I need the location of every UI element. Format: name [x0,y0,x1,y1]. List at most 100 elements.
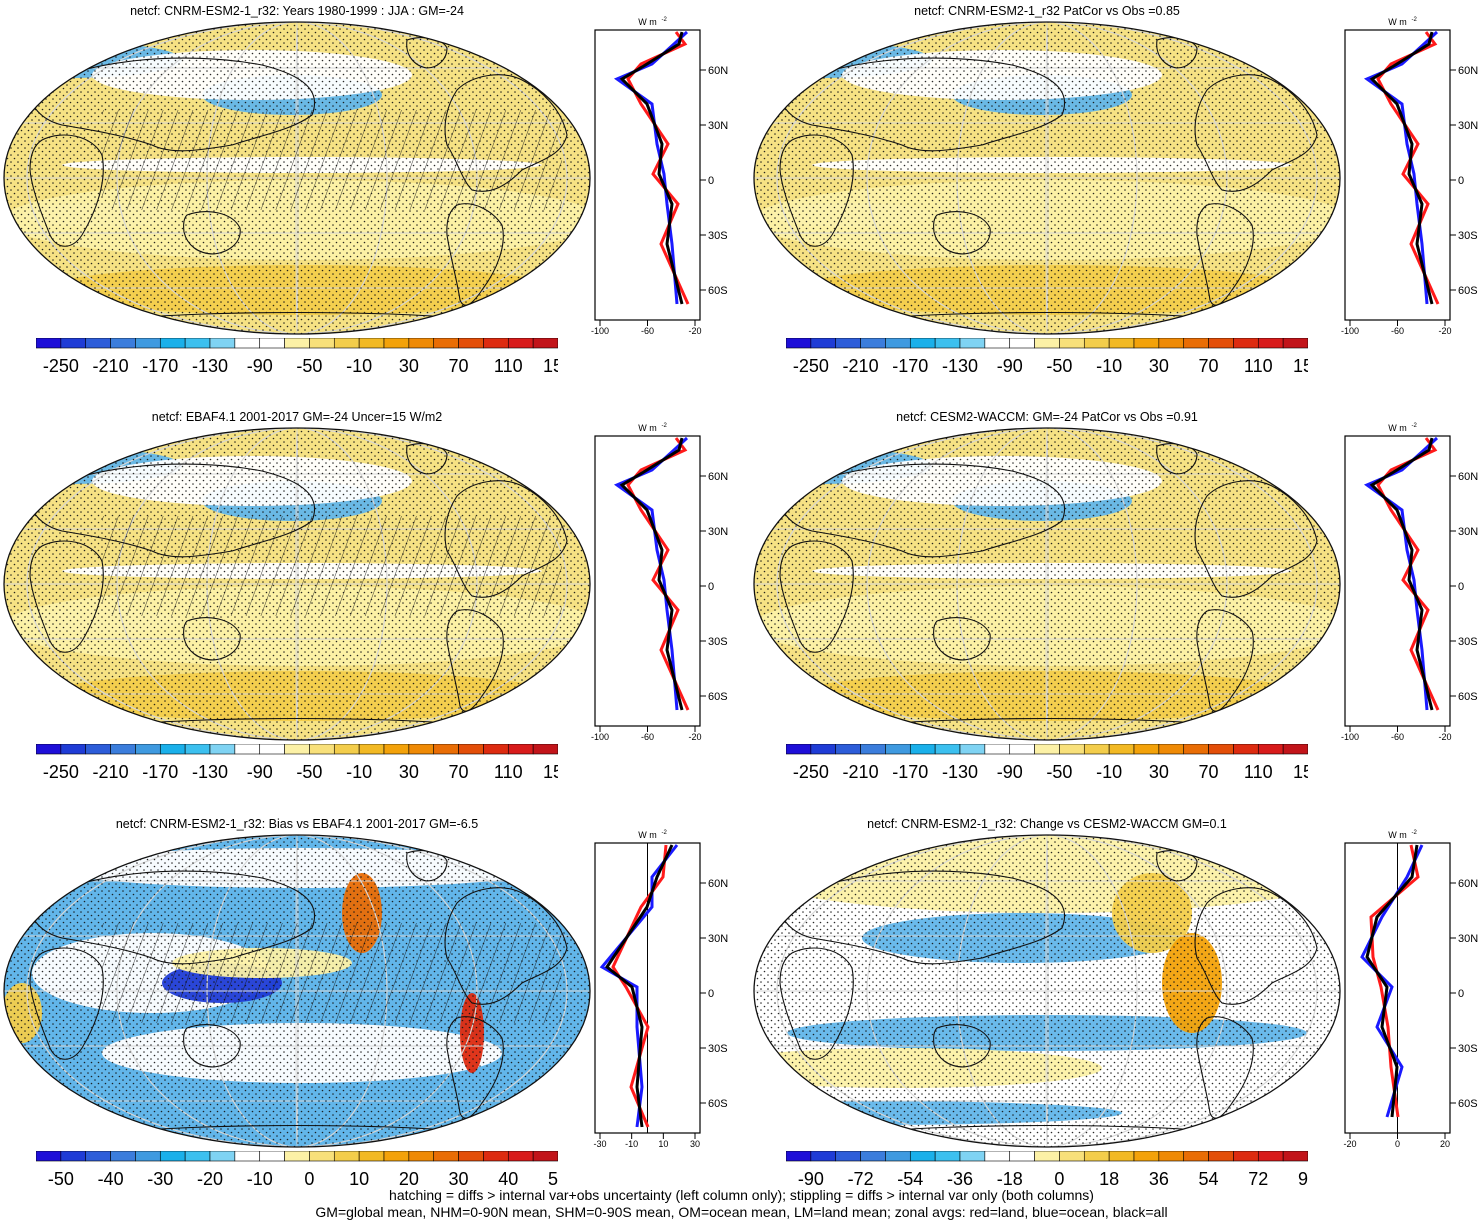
colorbar-swatch [1059,338,1085,349]
colorbar-label: 90 [1298,1169,1308,1189]
colorbar-label: 30 [449,1169,469,1189]
zonal-lat-label: 60N [1458,65,1478,77]
colorbar-label: 18 [1099,1169,1119,1189]
colorbar-swatch [860,338,886,349]
colorbar-label: -170 [892,356,928,376]
zonal-curve-all [619,31,684,305]
colorbar-swatch [1282,744,1308,755]
colorbar-swatch [786,744,812,755]
figure-caption: hatching = diffs > internal var+obs unce… [0,1187,1483,1221]
colorbar-swatch [259,338,285,349]
colorbar-swatch [259,744,285,755]
zonal-curve-ocean [1363,436,1439,711]
zonal-lat-label: 30N [708,120,728,132]
colorbar-swatch [934,744,961,755]
colorbar-label: -50 [1046,762,1072,782]
map-p5 [3,834,591,1148]
colorbar-swatch [1183,338,1209,349]
zonal-x-tick: 20 [1440,1139,1450,1147]
zonal-curve-land [626,31,690,305]
colorbar-swatch [532,1151,558,1162]
zonal-lat-label: 60N [708,471,728,483]
colorbar-label: -10 [346,762,372,782]
colorbar-label: 0 [1054,1169,1064,1189]
colorbar-label: 150 [1293,762,1308,782]
colorbar-swatch [60,744,87,755]
colorbar-swatch [333,338,360,349]
colorbar-swatch [1034,338,1060,349]
zonal-unit-label: W m [1388,17,1407,27]
colorbar-swatch [234,1151,261,1162]
colorbar-swatch [433,1151,459,1162]
zonal-lat-label: 30S [1458,230,1478,242]
colorbar-label: 110 [494,762,523,782]
colorbar-swatch [1282,1151,1308,1162]
colorbar-label: -130 [942,356,978,376]
map-p4 [753,427,1341,741]
colorbar-swatch [1208,338,1234,349]
colorbar-swatch [1009,338,1035,349]
zonal-curve-all [604,844,674,1128]
colorbar-label: 150 [543,762,558,782]
colorbar-swatch [408,744,435,755]
colorbar-label: -130 [192,356,228,376]
colorbar-label: 110 [1244,356,1273,376]
colorbar-swatch [959,338,986,349]
colorbar-label: -90 [798,1169,824,1189]
colorbar-swatch [1034,1151,1060,1162]
zonal-curve-land [626,437,690,711]
colorbar-p1: -250 -210 -170 -130 -90 -50 -10 30 70 110 150 [36,338,558,376]
colorbar-label: -72 [848,1169,874,1189]
colorbar-swatch [885,338,911,349]
colorbar-label: -36 [947,1169,973,1189]
colorbar-swatch [1083,1151,1110,1162]
colorbar-swatch [60,1151,87,1162]
caption-line-2: GM=global mean, NHM=0-90N mean, SHM=0-90… [315,1204,1168,1220]
colorbar-swatch [159,744,186,755]
colorbar-swatch [1108,338,1135,349]
colorbar-swatch [1233,1151,1259,1162]
colorbar-label: 70 [1199,762,1219,782]
colorbar-label: 40 [498,1169,518,1189]
zonal-x-tick: 10 [658,1139,668,1147]
colorbar-swatch [1257,338,1284,349]
panel-p6: netcf: CNRM-ESM2-1_r32: Change vs CESM2-… [752,817,1483,1227]
colorbar-swatch [532,338,558,349]
colorbar-swatch [1009,1151,1035,1162]
zonal-lat-label: 60N [708,878,728,890]
svg-text:-2: -2 [662,17,668,23]
colorbar-label: -210 [843,356,879,376]
colorbar-label: -10 [1096,762,1122,782]
zonal-curve-land [1376,31,1440,305]
colorbar-label: -90 [247,356,273,376]
colorbar-swatch [309,1151,335,1162]
colorbar-label: -50 [296,356,322,376]
zonal-unit-label: W m [638,423,657,433]
zonal-x-tick: -10 [625,1139,638,1147]
colorbar-swatch [507,1151,534,1162]
colorbar-label: 30 [399,762,419,782]
colorbar-label: 150 [543,356,558,376]
colorbar-swatch [860,1151,886,1162]
colorbar-p2: -250 -210 -170 -130 -90 -50 -10 30 70 110 150 [786,338,1308,376]
panel-title: netcf: CESM2-WACCM: GM=-24 PatCor vs Obs… [896,410,1198,424]
colorbar-swatch [85,744,111,755]
colorbar-swatch [1059,1151,1085,1162]
zonal-x-tick: -20 [1438,732,1451,740]
colorbar-swatch [532,744,558,755]
colorbar-label: 54 [1199,1169,1219,1189]
zonal-lat-label: 30N [1458,526,1478,538]
zonal-mean-plot-p3: W m -2 60N 30N 0 30S 60S -100 -60 -20 [591,423,728,740]
panel-p5: netcf: CNRM-ESM2-1_r32: Bias vs EBAF4.1 … [2,817,742,1227]
colorbar-p5: -50 -40 -30 -20 -10 0 10 20 30 40 50 [36,1151,558,1189]
colorbar-swatch [959,1151,986,1162]
zonal-lat-label: 0 [708,581,714,593]
map-p2 [753,21,1341,335]
zonal-lat-label: 0 [708,175,714,187]
colorbar-swatch [408,1151,435,1162]
zonal-x-tick: -100 [1341,326,1359,334]
colorbar-swatch [1083,338,1110,349]
colorbar-swatch [309,338,335,349]
colorbar-swatch [885,744,911,755]
zonal-lat-label: 30S [708,1043,728,1055]
